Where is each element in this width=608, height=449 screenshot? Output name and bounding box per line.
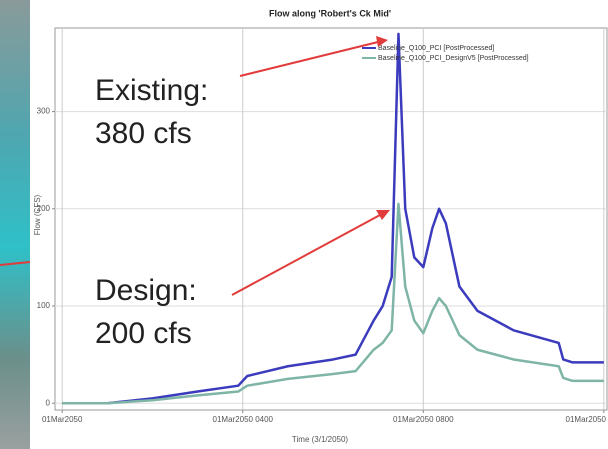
- y-tick-label: 300: [37, 107, 51, 116]
- arrow: [239, 41, 379, 77]
- annotation: Design:: [95, 274, 197, 307]
- legend-label: Baseline_Q100_PCI [PostProcessed]: [378, 45, 494, 52]
- x-tick-label: 01Mar2050 0400: [213, 415, 274, 424]
- x-axis-label: Time (3/1/2050): [292, 435, 349, 444]
- arrow-head: [376, 210, 390, 220]
- y-tick-label: 100: [37, 301, 51, 310]
- series-line: [62, 202, 604, 405]
- annotation: 200 cfs: [95, 317, 192, 350]
- y-axis-label: Flow (CFS): [33, 194, 42, 235]
- y-tick-label: 0: [46, 398, 51, 407]
- series-line: [62, 32, 604, 405]
- annotation: 380 cfs: [95, 117, 192, 150]
- y-tick-label: 200: [37, 204, 51, 213]
- annotation: Existing:: [95, 74, 208, 107]
- arrow: [231, 214, 381, 296]
- x-tick-label: 01Mar2050: [566, 415, 607, 424]
- x-tick-label: 01Mar2050 0800: [393, 415, 454, 424]
- legend-label: Baseline_Q100_PCI_DesignV5 [PostProcesse…: [378, 55, 529, 62]
- plot-area: [54, 27, 608, 411]
- arrow-tail: [0, 261, 31, 266]
- x-tick-label: 01Mar2050: [42, 415, 83, 424]
- arrow-head: [376, 36, 388, 47]
- chart-title: Flow along 'Robert's Ck Mid': [269, 8, 391, 18]
- map-strip: [0, 0, 30, 449]
